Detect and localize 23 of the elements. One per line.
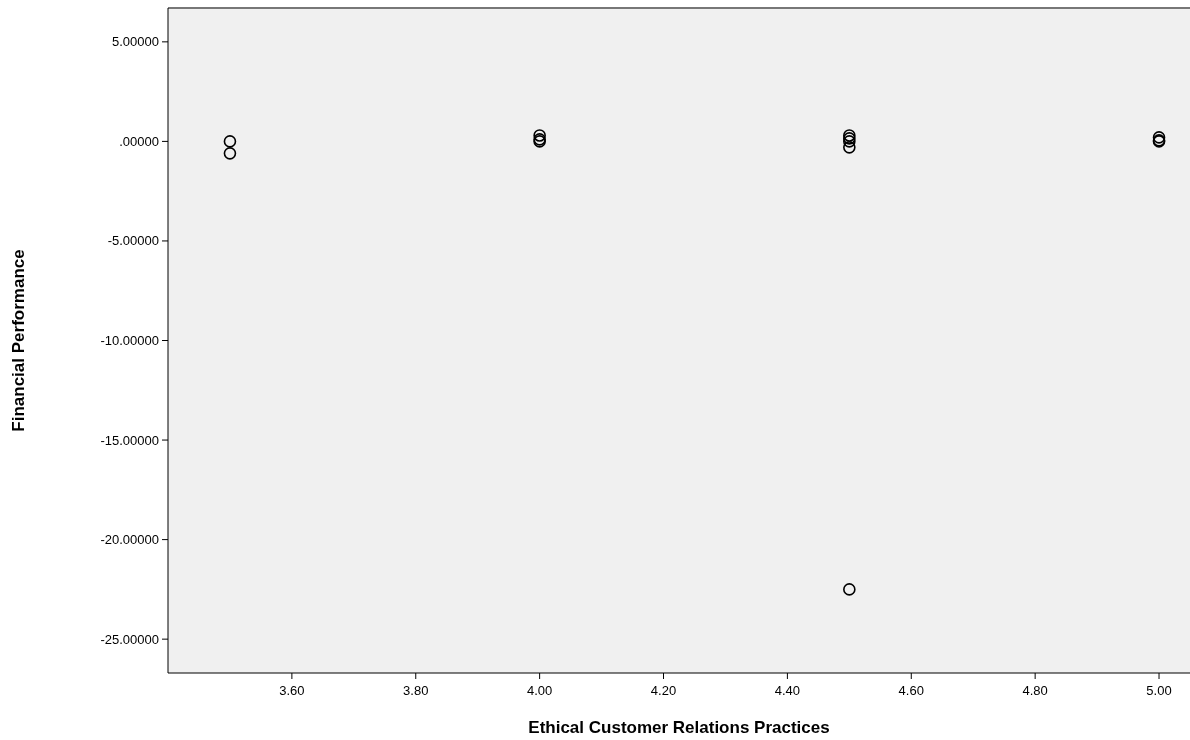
x-tick-label: 3.80 xyxy=(403,683,429,698)
x-tick-label: 4.40 xyxy=(774,683,801,698)
point xyxy=(223,135,237,148)
y-tick-label: -20.00000 xyxy=(100,532,159,548)
y-tick-label: 5.00000 xyxy=(112,34,159,50)
x-tick-label: 4.20 xyxy=(650,683,677,698)
x-tick-label: 3.60 xyxy=(279,683,305,698)
point xyxy=(533,129,546,142)
y-tick-label: -25.00000 xyxy=(100,631,159,647)
x-tick-label: 4.00 xyxy=(526,683,553,698)
x-tick-label: 5.00 xyxy=(1146,683,1172,698)
point xyxy=(1152,131,1166,144)
point xyxy=(843,583,856,596)
point xyxy=(223,147,237,160)
x-axis-title: Ethical Customer Relations Practices xyxy=(528,718,830,737)
x-tick-label: 4.60 xyxy=(898,683,924,698)
y-tick-label: -15.00000 xyxy=(100,432,159,448)
point xyxy=(843,141,856,154)
y-axis-title: Financial Performance xyxy=(9,249,28,432)
y-tick-label: -10.00000 xyxy=(100,333,159,349)
x-tick-label: 4.80 xyxy=(1022,683,1048,698)
y-tick-label: -5.00000 xyxy=(107,233,159,249)
y-tick-label: .00000 xyxy=(119,133,159,149)
